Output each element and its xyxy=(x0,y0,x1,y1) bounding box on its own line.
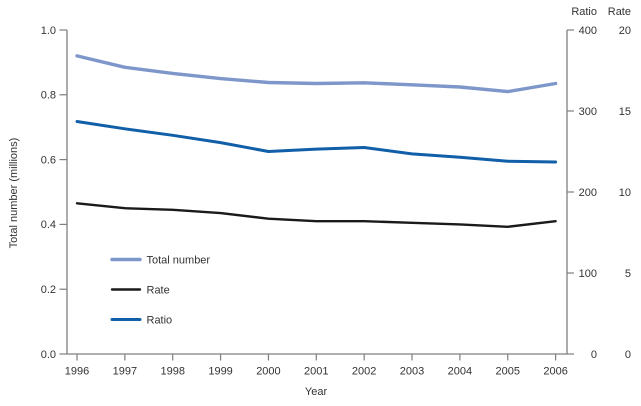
x-axis-tick-label: 2006 xyxy=(543,366,567,378)
rate-tick-label: 15 xyxy=(619,106,631,118)
series-line-rate xyxy=(75,202,557,229)
ratio-axis-header: Ratio xyxy=(571,6,597,18)
y-axis-tick-label: 0.8 xyxy=(41,90,56,102)
rate-tick-label: 10 xyxy=(619,187,631,199)
ratio-tick-label: 200 xyxy=(579,187,597,199)
legend-label-total-number: Total number xyxy=(147,254,211,266)
rate-tick-label: 0 xyxy=(625,349,631,361)
y-axis-tick-label: 0.0 xyxy=(41,349,56,361)
ratio-tick-label: 300 xyxy=(579,106,597,118)
x-axis-tick-label: 1996 xyxy=(65,366,89,378)
plot-frame xyxy=(66,30,568,355)
ratio-tick-label: 400 xyxy=(579,25,597,37)
series-line-ratio xyxy=(75,120,558,164)
y-axis-tick-label: 1.0 xyxy=(41,25,56,37)
rate-axis-header: Rate xyxy=(608,6,631,18)
y-axis-title: Total number (millions) xyxy=(8,138,20,249)
y-axis-tick-label: 0.4 xyxy=(41,219,56,231)
rate-tick-label: 5 xyxy=(625,268,631,280)
legend-label-rate: Rate xyxy=(147,284,170,296)
x-axis-tick-label: 2000 xyxy=(256,366,280,378)
x-axis-tick-label: 2003 xyxy=(400,366,424,378)
y-axis-tick-label: 0.6 xyxy=(41,154,56,166)
x-axis-tick-label: 1999 xyxy=(208,366,232,378)
x-axis-tick-label: 2002 xyxy=(352,366,376,378)
x-axis-tick-label: 2001 xyxy=(304,366,328,378)
x-axis-tick-label: 2005 xyxy=(495,366,519,378)
x-axis-title: Year xyxy=(305,386,328,398)
ratio-tick-label: 0 xyxy=(591,349,597,361)
series-line-total-number xyxy=(75,54,558,94)
rate-tick-label: 20 xyxy=(619,25,631,37)
legend-label-ratio: Ratio xyxy=(147,314,173,326)
x-axis-tick-label: 1998 xyxy=(160,366,184,378)
x-axis-tick-label: 2004 xyxy=(448,366,472,378)
ratio-tick-label: 100 xyxy=(579,268,597,280)
y-axis-tick-label: 0.2 xyxy=(41,284,56,296)
x-axis-tick-label: 1997 xyxy=(113,366,137,378)
